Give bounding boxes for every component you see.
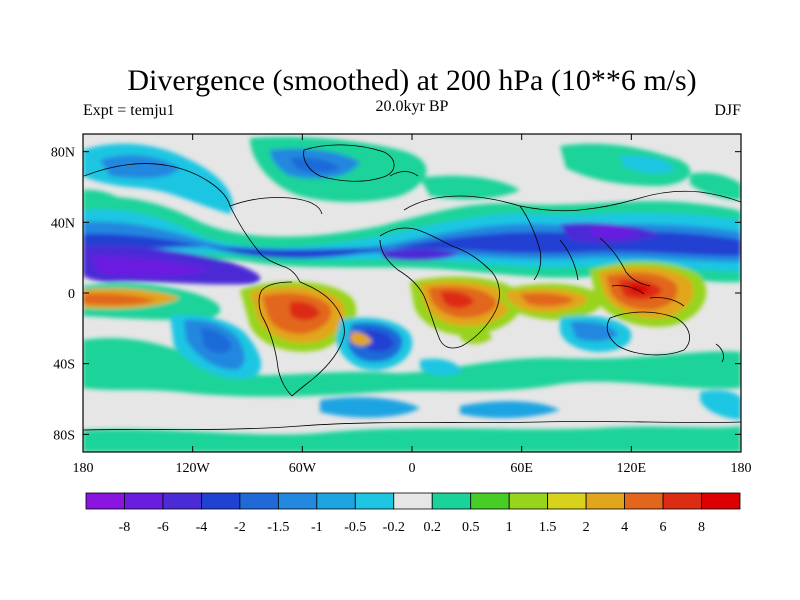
x-tick-label: 60E [510,461,533,476]
y-tick-label: 40N [51,216,75,231]
coastline [83,163,301,283]
center-string: 20.0kyr BP [376,98,449,115]
field-band [380,248,460,261]
colorbar-swatch [239,492,279,510]
field-band [690,172,741,200]
y-tick-label: 80S [53,428,75,443]
colorbar-swatch [547,492,587,510]
left-string: Expt = temju1 [83,102,175,119]
coastline [229,197,323,215]
coastline [83,421,741,431]
colorbar-label: -0.2 [383,520,405,535]
colorbar-label: 6 [660,520,667,535]
coastline [519,205,542,281]
x-tick-label: 120W [176,461,211,476]
coastline [606,311,690,356]
field-band [362,329,394,352]
field-band [100,154,180,179]
field-band [200,328,232,354]
colorbar-swatch [201,492,241,510]
coastline [403,190,741,212]
colorbar-label: -0.5 [344,520,366,535]
field-band [460,325,492,344]
colorbar-label: -4 [196,520,208,535]
colorbar-label: 8 [698,520,705,535]
field-band [320,397,420,418]
field-contours [83,136,741,452]
colorbar-label: 0.2 [423,520,441,535]
colorbar-label: -1 [311,520,323,535]
map-panel [82,133,742,453]
colorbar-swatch [508,492,549,510]
field-band [620,155,676,174]
colorbar-swatch [431,492,472,510]
field-band [420,358,462,376]
colorbar-label: 4 [621,520,628,535]
coastline [599,237,651,287]
coastline [715,343,724,363]
x-tick-label: 60W [289,461,317,476]
field-band [83,337,741,397]
coastline [258,281,293,397]
field-band [700,390,741,420]
colorbar-swatch [124,492,164,510]
x-tick-label: 180 [731,461,752,476]
colorbar-swatch [316,492,356,510]
coastline [303,144,395,182]
y-tick-label: 0 [68,287,75,302]
colorbar-label: -8 [119,520,131,535]
x-tick-label: 180 [73,461,94,476]
coastline [389,171,419,177]
colorbar-label: -6 [157,520,169,535]
x-tick-label: 120E [617,461,647,476]
colorbar-swatch [354,492,395,510]
coastline [379,227,500,349]
colorbar-label: 2 [583,520,590,535]
field-band [440,291,474,308]
x-tick-label: 0 [409,461,416,476]
field-band [290,157,340,173]
coastline [559,239,579,281]
colorbar-swatch [585,492,625,510]
field-band [90,256,210,277]
field-band [420,175,520,200]
y-tick-label: 40S [53,358,75,373]
map-axes: 180 120W 60W 0 60E 120E 180 80N 40N 0 40S 80S [51,134,752,476]
field-band [630,284,650,293]
colorbar-label: 1 [506,520,513,535]
field-band [83,293,156,306]
colorbar-swatch [470,492,510,510]
colorbar-swatch [162,492,202,510]
colorbar-swatch [85,492,125,510]
field-band [83,426,741,452]
colorbar-label: 1.5 [539,520,557,535]
colorbar: -8 -6 -4 -2 -1.5 -1 -0.5 -0.2 0.2 0.5 1 1.5 2 4 6 8 [85,492,741,535]
colorbar-swatch [277,492,318,510]
colorbar-label: -1.5 [267,520,289,535]
colorbar-swatch [701,492,741,510]
field-band [350,332,372,346]
y-tick-label: 80N [51,146,75,161]
colorbar-swatch [624,492,664,510]
coastline [611,285,645,295]
right-string: DJF [714,102,741,119]
coastline [649,297,685,307]
field-band [570,321,618,342]
field-band [520,293,574,307]
field-band [460,401,560,419]
chart-title: Divergence (smoothed) at 200 hPa (10**6 … [127,64,696,97]
colorbar-swatch [662,492,702,510]
colorbar-label: 0.5 [462,520,480,535]
field-band [590,225,640,239]
colorbar-swatch [393,492,433,510]
coastlines [83,144,741,431]
coastline [291,281,345,397]
field-band [290,301,320,320]
colorbar-label: -2 [234,520,246,535]
